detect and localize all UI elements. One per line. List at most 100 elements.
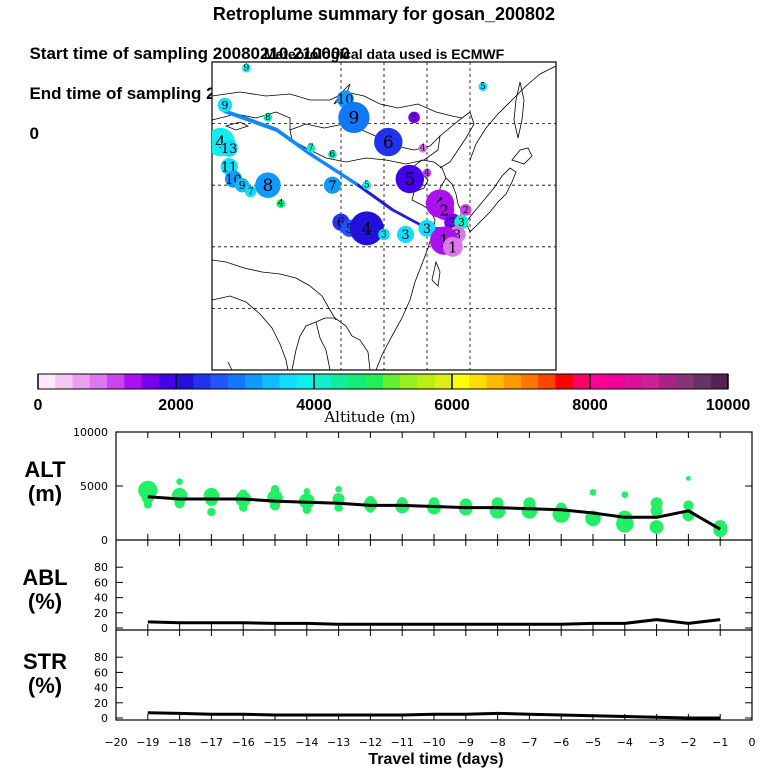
str-label-top: STR <box>23 649 67 674</box>
plume-marker-number: 5 <box>345 222 353 237</box>
alt-dot <box>589 489 597 496</box>
colorbar-cell <box>693 374 712 389</box>
plume-marker-number: 3 <box>381 231 387 241</box>
y-tick-label: 0 <box>101 622 108 635</box>
colorbar-cell <box>55 374 73 389</box>
colorbar-tick-label: 0 <box>34 397 43 414</box>
coastline-hokkaido <box>511 147 533 165</box>
border-india <box>212 295 289 370</box>
coastline-east-china <box>375 159 447 370</box>
plume-marker-number: 9 <box>239 179 246 192</box>
alt-dot <box>239 503 248 512</box>
x-tick-label: −15 <box>263 736 286 749</box>
x-tick-label: −9 <box>458 736 474 749</box>
colorbar-cell <box>176 374 194 389</box>
colorbar-cell <box>503 374 522 389</box>
plume-marker-number: 2 <box>463 206 469 216</box>
colorbar-cell <box>659 374 677 389</box>
track-segment <box>309 152 360 187</box>
colorbar-cell <box>89 374 108 389</box>
colorbar-tick-label: 4000 <box>296 397 332 414</box>
colorbar-cell <box>314 374 332 389</box>
plume-marker-number: 3 <box>458 216 465 229</box>
x-tick-label: −14 <box>295 736 318 749</box>
plume-marker-number: 7 <box>328 179 336 194</box>
y-tick-label: 20 <box>94 607 108 620</box>
alt-dot <box>650 504 663 517</box>
colorbar-cell <box>710 374 729 389</box>
colorbar-cell <box>262 374 280 389</box>
plume-marker <box>220 139 238 157</box>
plume-marker-number: 4 <box>215 133 226 153</box>
plume-marker-number: 9 <box>348 108 359 128</box>
colorbar-ticks: 0 2000 4000 6000 8000 10000 <box>34 374 751 414</box>
map-panel: 9413111097848771096655544654334233323119… <box>211 61 557 371</box>
plume-marker <box>306 143 316 153</box>
alt-dot <box>521 503 538 519</box>
y-tick-label: 60 <box>94 576 108 589</box>
alt-dot <box>302 505 311 514</box>
x-tick-label: −18 <box>168 736 191 749</box>
colorbar-tick-label: 6000 <box>434 397 470 414</box>
x-tick-label: −20 <box>104 736 127 749</box>
plume-marker-number: 3 <box>401 228 409 243</box>
str-label-bottom: (%) <box>27 673 63 698</box>
colorbar-cell <box>486 374 505 389</box>
colorbar-cell <box>245 374 263 389</box>
x-tick-label: −19 <box>136 736 159 749</box>
alt-dot <box>489 503 506 519</box>
altitude-colorbar: 0 2000 4000 6000 8000 10000 Altitude (m) <box>34 373 751 426</box>
y-tick-label: 60 <box>94 666 108 679</box>
series-lines <box>147 495 721 720</box>
alt-dot <box>207 507 216 517</box>
colorbar-cell <box>210 374 229 389</box>
x-tick-label: −2 <box>680 736 696 749</box>
series-line <box>147 711 721 720</box>
abl-axis-label: ABL (%) <box>0 566 90 614</box>
colorbar-cell <box>452 374 470 389</box>
map-frame <box>211 61 557 371</box>
y-tick-label: 80 <box>94 651 108 664</box>
y-tick-label: 0 <box>101 712 108 725</box>
plume-marker <box>478 82 488 92</box>
plume-marker-number: 4 <box>361 219 372 239</box>
plume-marker-number: 9 <box>221 99 228 112</box>
track-segment <box>356 183 395 212</box>
colorbar-cells <box>38 374 729 389</box>
colorbar-cell <box>676 374 694 389</box>
colorbar-tick-label: 2000 <box>158 397 194 414</box>
colorbar-cell <box>365 374 384 389</box>
colorbar-cell <box>193 374 211 389</box>
track-segment <box>274 127 313 157</box>
y-tick-label: 40 <box>94 592 108 605</box>
x-tick-label: −13 <box>327 736 350 749</box>
alt-dot <box>176 478 183 485</box>
plume-marker <box>338 101 370 134</box>
alt-dot <box>616 515 634 533</box>
x-tick-label: −11 <box>391 736 414 749</box>
x-tick-label: −3 <box>648 736 664 749</box>
colorbar-cell <box>279 374 298 389</box>
x-tick-label: −4 <box>617 736 633 749</box>
plume-marker-number: 4 <box>424 168 430 178</box>
coastline-sakhalin <box>513 81 525 139</box>
alt-label-bottom: (m) <box>27 481 63 506</box>
colorbar-tick-label: 10000 <box>706 397 751 414</box>
plume-marker-number: 6 <box>383 133 394 153</box>
border-himalaya <box>212 259 337 321</box>
plume-marker-number: 8 <box>265 113 271 123</box>
colorbar-cell <box>72 374 91 389</box>
alt-dot <box>686 476 691 481</box>
border-china-north <box>439 111 475 169</box>
colorbar-cell <box>607 374 625 389</box>
plume-marker <box>422 168 432 178</box>
colorbar-cell <box>538 374 556 389</box>
y-tick-label: 5000 <box>80 480 108 493</box>
end-time-suffix: 0 <box>29 124 39 143</box>
colorbar-cell <box>555 374 574 389</box>
plume-marker-number: 1 <box>448 238 458 256</box>
alt-dot <box>174 498 185 509</box>
colorbar-cell <box>141 374 160 389</box>
plume-marker <box>255 172 281 198</box>
abl-label-bottom: (%) <box>27 589 63 614</box>
